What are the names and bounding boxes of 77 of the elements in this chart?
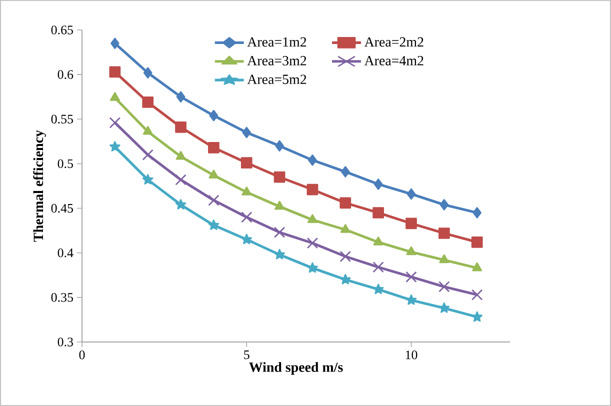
point [208, 170, 219, 178]
point [208, 142, 220, 154]
point [109, 141, 120, 152]
point [274, 226, 286, 238]
point [176, 91, 186, 103]
y-tick-label: 0.45 [51, 204, 73, 213]
point [340, 197, 352, 209]
point [208, 220, 220, 230]
point [472, 262, 482, 272]
legend-label: Area=2m2 [364, 37, 424, 47]
point [240, 212, 252, 223]
point [307, 262, 318, 273]
legend-label: Area=5m2 [247, 74, 306, 84]
y-tick-label: 0.65 [51, 26, 73, 34]
y-tick-label: 0.6 [58, 70, 74, 79]
point [142, 126, 153, 135]
point [242, 186, 252, 196]
point [142, 174, 154, 184]
point [275, 140, 284, 152]
point [306, 237, 318, 249]
point [372, 261, 384, 273]
point [340, 250, 352, 262]
point [406, 294, 417, 305]
point [472, 311, 483, 322]
y-tick-label: 0.4 [58, 248, 74, 258]
point [143, 67, 152, 78]
point [340, 224, 350, 233]
point [306, 184, 318, 196]
point [439, 254, 450, 264]
point [208, 194, 220, 206]
point [438, 228, 450, 239]
point [110, 92, 120, 101]
point [175, 121, 186, 133]
point [176, 150, 186, 160]
point [175, 174, 186, 186]
x-tick-label: 0 [79, 350, 85, 360]
point [440, 199, 449, 210]
point [406, 218, 417, 230]
point [340, 274, 351, 284]
point [406, 271, 417, 283]
point [274, 200, 285, 210]
point [142, 96, 154, 108]
y-tick-label: 0.3 [58, 338, 73, 346]
point [471, 289, 483, 300]
point [241, 234, 252, 244]
point [308, 154, 317, 166]
x-axis-title: Wind speed m/s [249, 362, 343, 375]
point [438, 281, 450, 292]
y-axis-title: Thermal efficiency [33, 130, 46, 242]
point [374, 178, 383, 190]
point [240, 157, 252, 169]
point [209, 110, 218, 122]
y-tick-label: 0.5 [58, 159, 73, 168]
x-tick-label: 5 [244, 350, 250, 360]
point [340, 166, 350, 178]
point [372, 207, 384, 218]
point [406, 188, 416, 200]
point [373, 236, 384, 246]
point [242, 126, 252, 138]
point [274, 171, 286, 183]
legend-label: Area=3m2 [247, 56, 306, 66]
y-tick-label: 0.35 [51, 293, 73, 302]
y-tick-label: 0.55 [51, 114, 73, 124]
x-tick-label: 10 [406, 350, 418, 360]
point [142, 149, 154, 160]
legend-label: Area=4m2 [364, 56, 424, 66]
point [438, 302, 450, 313]
point [274, 248, 285, 260]
point [109, 66, 121, 78]
point [307, 214, 318, 224]
legend-label: Area=1m2 [247, 37, 306, 47]
point [472, 207, 482, 218]
point [110, 38, 120, 50]
point [471, 236, 483, 248]
point [175, 199, 186, 210]
point [109, 117, 121, 128]
point [406, 246, 416, 256]
